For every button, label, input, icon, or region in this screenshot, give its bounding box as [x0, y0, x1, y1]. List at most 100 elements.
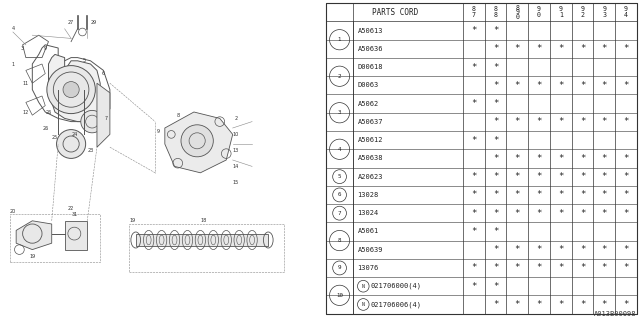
Text: *: *: [602, 300, 607, 309]
Circle shape: [56, 130, 86, 158]
Text: *: *: [580, 44, 585, 53]
Circle shape: [81, 110, 104, 133]
Text: *: *: [493, 154, 499, 163]
Text: 24: 24: [71, 132, 77, 137]
Text: *: *: [536, 300, 541, 309]
Text: 9: 9: [537, 6, 541, 12]
Text: *: *: [493, 63, 499, 72]
Text: *: *: [558, 172, 563, 181]
Bar: [326, 3, 637, 21]
Text: 10: 10: [336, 293, 343, 298]
Polygon shape: [65, 221, 87, 250]
Text: *: *: [536, 172, 541, 181]
Polygon shape: [97, 83, 110, 147]
Text: A50638: A50638: [358, 156, 383, 161]
Text: *: *: [602, 190, 607, 199]
Text: 13076: 13076: [358, 265, 379, 271]
Text: *: *: [515, 44, 520, 53]
Text: 26: 26: [42, 125, 49, 131]
Text: *: *: [471, 136, 477, 145]
Text: *: *: [558, 209, 563, 218]
Text: 3: 3: [338, 110, 341, 115]
Text: *: *: [493, 190, 499, 199]
Bar: [129, 224, 284, 272]
Text: 5: 5: [83, 58, 86, 63]
Text: 13024: 13024: [358, 210, 379, 216]
Text: *: *: [580, 117, 585, 126]
Text: 5: 5: [338, 174, 341, 179]
Text: *: *: [623, 190, 628, 199]
Text: *: *: [536, 263, 541, 272]
Text: *: *: [602, 154, 607, 163]
Text: 13028: 13028: [358, 192, 379, 198]
Bar: [10, 214, 100, 262]
Text: 8: 8: [493, 12, 497, 18]
Text: *: *: [558, 300, 563, 309]
Text: *: *: [515, 209, 520, 218]
Text: 8: 8: [493, 6, 497, 12]
Text: 10: 10: [233, 132, 239, 137]
Polygon shape: [165, 112, 233, 173]
Text: 4: 4: [338, 147, 341, 152]
Text: 0: 0: [515, 14, 519, 20]
Text: *: *: [471, 190, 477, 199]
Text: *: *: [471, 26, 477, 35]
Text: PARTS CORD: PARTS CORD: [372, 8, 418, 17]
Text: 021706006(4): 021706006(4): [371, 301, 422, 308]
Text: *: *: [471, 209, 477, 218]
Text: *: *: [536, 81, 541, 90]
Text: *: *: [493, 44, 499, 53]
Circle shape: [63, 82, 79, 98]
Text: 8: 8: [176, 113, 179, 118]
Polygon shape: [136, 234, 268, 246]
Text: 27: 27: [68, 20, 74, 25]
Text: *: *: [493, 99, 499, 108]
Text: *: *: [515, 154, 520, 163]
Text: *: *: [493, 172, 499, 181]
Text: *: *: [493, 263, 499, 272]
Text: *: *: [471, 227, 477, 236]
Text: 9: 9: [624, 6, 628, 12]
Text: *: *: [580, 209, 585, 218]
Text: *: *: [536, 154, 541, 163]
Text: 15: 15: [233, 180, 239, 185]
Text: *: *: [623, 245, 628, 254]
Text: *: *: [580, 300, 585, 309]
Text: *: *: [558, 263, 563, 272]
Text: *: *: [515, 300, 520, 309]
Text: *: *: [471, 99, 477, 108]
Text: *: *: [493, 136, 499, 145]
Text: 20: 20: [10, 209, 16, 214]
Text: 23: 23: [88, 148, 93, 153]
Text: 11: 11: [23, 81, 29, 86]
Text: *: *: [536, 44, 541, 53]
Text: *: *: [602, 209, 607, 218]
Text: 9: 9: [157, 129, 160, 134]
Text: *: *: [536, 245, 541, 254]
Text: 29: 29: [91, 20, 97, 25]
Text: A50639: A50639: [358, 247, 383, 253]
Text: *: *: [471, 63, 477, 72]
Text: 14: 14: [233, 164, 239, 169]
Text: *: *: [536, 190, 541, 199]
Text: *: *: [515, 190, 520, 199]
Text: A013B00098: A013B00098: [595, 311, 637, 317]
Text: *: *: [493, 300, 499, 309]
Text: *: *: [602, 44, 607, 53]
Text: *: *: [558, 154, 563, 163]
Text: 9: 9: [44, 45, 47, 51]
Text: *: *: [493, 81, 499, 90]
Text: *: *: [493, 209, 499, 218]
Text: *: *: [580, 245, 585, 254]
Text: 021706000(4): 021706000(4): [371, 283, 422, 290]
Text: *: *: [558, 245, 563, 254]
Text: 2: 2: [234, 116, 237, 121]
Text: N: N: [362, 284, 365, 289]
Text: *: *: [623, 44, 628, 53]
Text: *: *: [602, 81, 607, 90]
Text: 9: 9: [580, 6, 584, 12]
Text: 9: 9: [338, 266, 341, 270]
Text: 18: 18: [200, 218, 207, 223]
Text: *: *: [515, 81, 520, 90]
Text: *: *: [580, 190, 585, 199]
